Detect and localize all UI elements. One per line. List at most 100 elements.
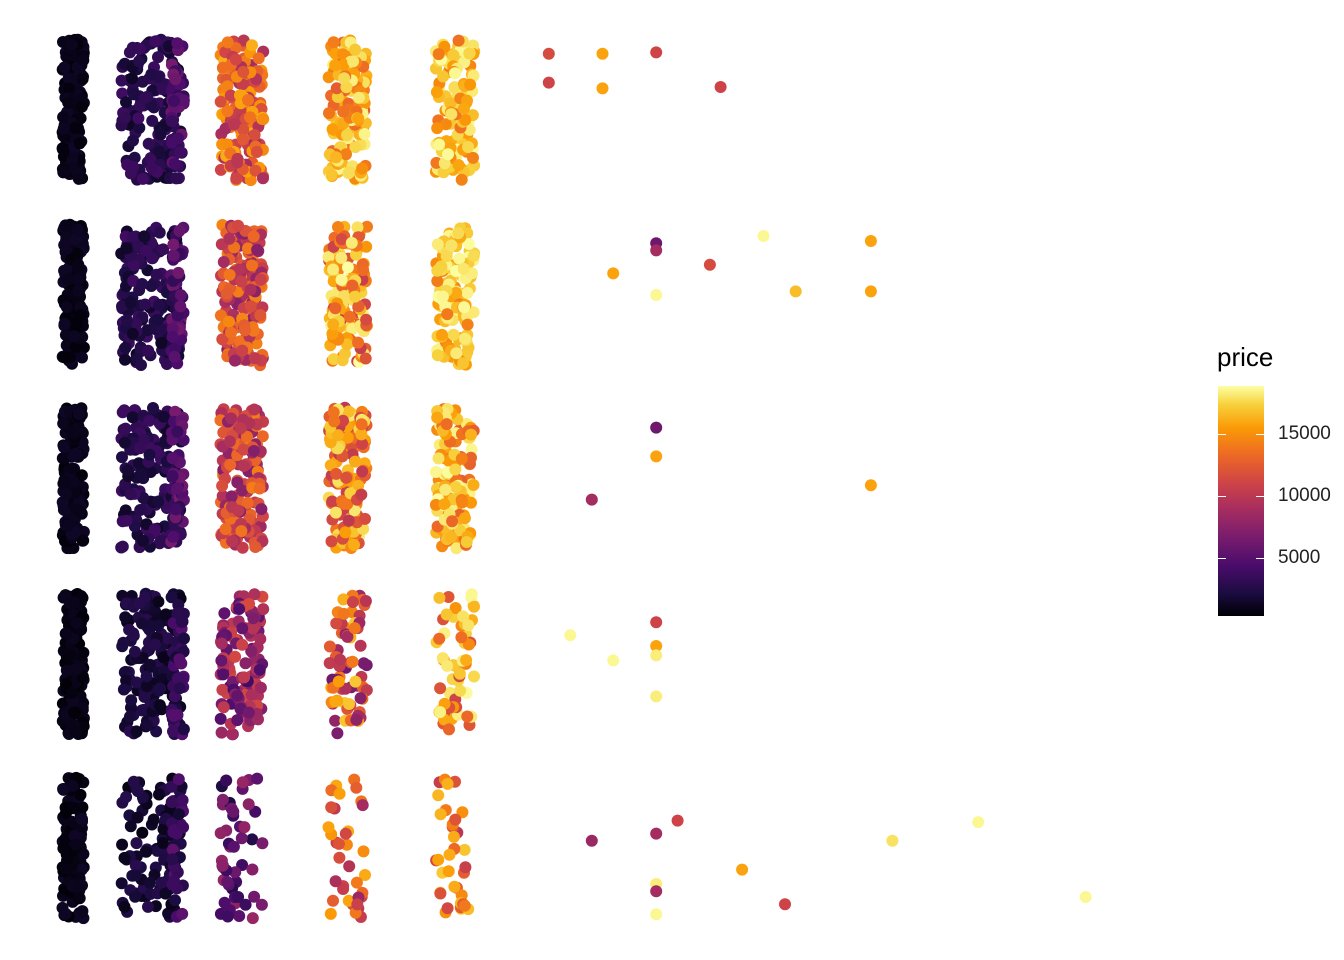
data-point (218, 896, 231, 909)
data-point (352, 112, 365, 125)
data-point (322, 251, 335, 264)
data-point (337, 105, 350, 118)
data-point (247, 324, 260, 337)
data-point (355, 428, 368, 441)
data-point (116, 838, 129, 851)
data-point (334, 653, 347, 666)
data-point (460, 536, 473, 548)
data-point (59, 627, 72, 640)
data-point (60, 301, 73, 314)
data-point (341, 630, 354, 643)
data-point (221, 910, 234, 923)
data-point (650, 616, 663, 629)
data-point (69, 838, 82, 851)
data-point (167, 530, 180, 543)
data-point (59, 478, 72, 491)
data-point (250, 146, 263, 158)
data-point (339, 526, 352, 539)
data-point (350, 876, 363, 889)
data-point (236, 776, 249, 789)
data-point (340, 148, 352, 161)
data-point (356, 162, 369, 175)
data-point (465, 428, 477, 441)
data-point (124, 820, 137, 833)
data-point (329, 506, 342, 519)
data-point (339, 827, 352, 840)
data-point (69, 234, 82, 247)
data-point (650, 908, 663, 921)
data-point (432, 48, 445, 61)
data-point (355, 488, 368, 501)
data-point (336, 354, 349, 367)
data-point (325, 801, 338, 814)
data-point (224, 458, 237, 471)
data-point (357, 264, 370, 277)
legend-title: price (1217, 342, 1274, 372)
data-point (257, 603, 270, 616)
data-point (255, 898, 268, 911)
data-point (443, 723, 455, 736)
data-point (349, 455, 362, 468)
data-point (70, 663, 83, 676)
data-point (343, 166, 356, 179)
data-point (439, 483, 452, 496)
data-point (341, 431, 354, 444)
data-point (125, 694, 138, 707)
data-point (443, 848, 456, 861)
data-point (121, 314, 133, 327)
data-point (234, 422, 247, 435)
data-point (172, 773, 185, 786)
data-point (245, 689, 258, 701)
data-point (236, 638, 249, 651)
data-point (350, 713, 363, 726)
data-point (145, 162, 158, 175)
data-point (445, 108, 458, 121)
data-point (431, 122, 444, 135)
data-point (972, 816, 985, 829)
data-point (346, 596, 359, 608)
data-point (142, 900, 154, 913)
data-point (329, 695, 342, 708)
data-point (245, 300, 257, 313)
data-point (458, 332, 471, 345)
data-point (127, 88, 140, 101)
data-point (229, 866, 242, 879)
data-point (73, 883, 86, 896)
data-point (462, 619, 475, 632)
data-point (136, 172, 149, 185)
data-point (77, 54, 90, 67)
data-point (324, 459, 337, 472)
data-point (463, 238, 475, 250)
data-point (453, 252, 466, 265)
data-point (237, 133, 249, 146)
data-point (130, 317, 143, 330)
data-point (76, 351, 88, 364)
data-point (229, 650, 242, 663)
data-point (333, 787, 346, 800)
data-point (233, 603, 246, 615)
data-point (433, 591, 446, 604)
data-point (166, 853, 179, 866)
data-point (462, 141, 475, 153)
data-point (326, 495, 339, 508)
data-point (356, 465, 369, 478)
data-point (246, 912, 259, 925)
data-point (237, 443, 250, 456)
data-point (126, 72, 138, 85)
data-point (254, 633, 267, 645)
data-point (214, 712, 227, 725)
data-point (174, 300, 187, 313)
data-point (129, 645, 141, 658)
data-point (351, 221, 364, 234)
data-point (115, 877, 128, 890)
data-point (438, 157, 451, 170)
data-point (232, 504, 245, 517)
data-point (221, 80, 234, 93)
data-point (220, 774, 233, 787)
data-point (170, 172, 183, 185)
data-point (886, 834, 899, 847)
data-point (59, 807, 72, 820)
data-point (119, 353, 131, 366)
data-point (736, 863, 749, 876)
data-point (215, 654, 228, 667)
